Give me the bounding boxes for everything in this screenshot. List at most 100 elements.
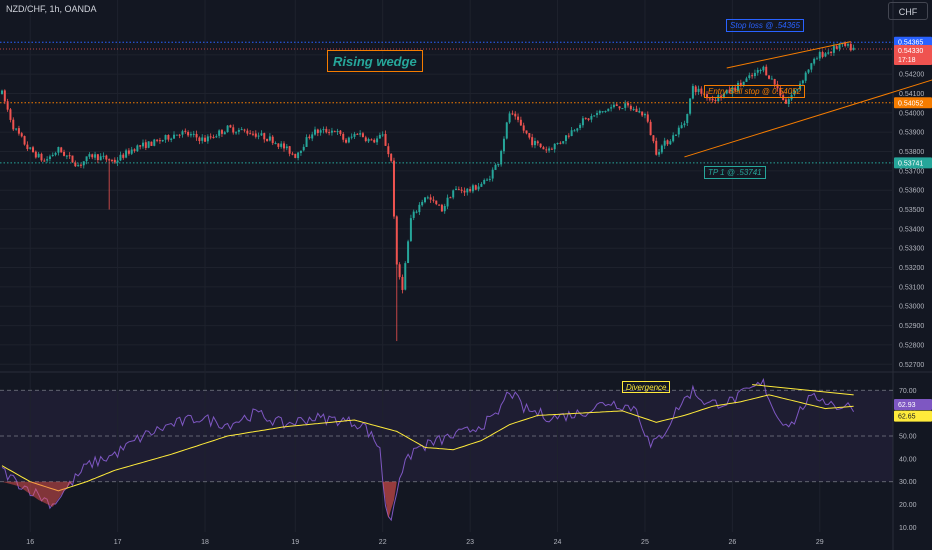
candle-body [77, 165, 80, 167]
candle-body [576, 128, 579, 131]
candle-body [700, 88, 703, 94]
candle-body [621, 108, 624, 110]
candle-body [432, 199, 435, 201]
candle-body [807, 69, 810, 73]
countdown-label: 17:18 [898, 57, 916, 64]
candle-body [102, 155, 105, 157]
candle-body [739, 82, 742, 85]
candle-body [635, 108, 638, 112]
candle-body [243, 129, 246, 131]
candle-body [345, 139, 348, 143]
candle-body [280, 143, 283, 147]
candle-body [525, 130, 528, 134]
candle-body [672, 135, 675, 142]
price-tick-label: 0.54100 [899, 91, 924, 98]
currency-button[interactable]: CHF [888, 2, 928, 20]
candle-body [491, 169, 494, 179]
price-tick-label: 0.53700 [899, 168, 924, 175]
candle-body [277, 143, 280, 147]
candle-body [125, 150, 128, 158]
rsi-value-label: 62.93 [898, 402, 916, 409]
candle-body [835, 46, 838, 49]
candle-body [649, 121, 652, 136]
candle-body [773, 79, 776, 85]
rsi-oversold-fill [2, 481, 73, 507]
candle-body [734, 87, 737, 91]
candle-body [17, 128, 20, 134]
candle-body [79, 164, 82, 166]
candle-body [779, 88, 782, 96]
candle-body [68, 155, 71, 157]
candle-body [271, 136, 274, 144]
candle-body [215, 136, 218, 138]
candle-body [167, 135, 170, 140]
candle-body [593, 115, 596, 117]
candle-body [706, 94, 708, 99]
candle-body [756, 70, 759, 73]
price-tick-label: 0.53900 [899, 130, 924, 137]
candle-body [184, 130, 187, 132]
price-tick-label: 0.54200 [899, 72, 924, 79]
candle-body [153, 139, 156, 146]
candle-body [813, 58, 816, 64]
candle-body [646, 114, 649, 122]
price-tick-label: 0.53500 [899, 207, 924, 214]
candle-body [486, 179, 489, 181]
candle-body [302, 146, 305, 151]
candle-body [517, 116, 520, 120]
candle-body [339, 130, 342, 134]
candle-body [342, 133, 345, 140]
candle-body [237, 129, 240, 132]
candle-body [209, 136, 212, 138]
candle-body [539, 143, 542, 148]
candle-body [314, 129, 317, 135]
x-tick-label: 16 [26, 539, 34, 546]
candle-body [291, 153, 294, 155]
candle-body [426, 197, 429, 199]
candle-body [652, 135, 655, 142]
candle-body [559, 142, 562, 144]
candle-body [832, 46, 835, 53]
rsi-ma-line [1, 394, 854, 492]
rising-wedge-label: Rising wedge [327, 50, 423, 72]
candle-body [466, 188, 469, 193]
candle-body [195, 133, 198, 138]
candle-body [494, 164, 497, 170]
candle-body [548, 148, 551, 151]
candle-body [407, 241, 410, 263]
candle-body [607, 108, 610, 112]
candle-body [249, 133, 252, 135]
candle-body [48, 156, 51, 160]
candle-body [722, 93, 725, 98]
candle-body [438, 204, 441, 206]
candle-body [3, 90, 6, 102]
candle-body [201, 137, 204, 141]
candle-body [175, 134, 178, 136]
candle-body [26, 144, 29, 150]
candle-body [150, 141, 153, 146]
candle-body [815, 58, 818, 60]
candle-body [6, 101, 9, 110]
candle-body [452, 190, 455, 198]
rsi-tick-label: 30.00 [899, 479, 917, 486]
candle-body [632, 108, 635, 110]
candle-body [753, 72, 756, 77]
price-tick-label: 0.53300 [899, 246, 924, 253]
candle-body [483, 179, 486, 184]
candle-body [161, 139, 164, 142]
candle-body [322, 129, 325, 131]
candle-body [801, 80, 804, 84]
candle-body [660, 145, 663, 153]
candle-body [220, 130, 223, 134]
candle-body [477, 186, 480, 190]
candle-body [824, 53, 827, 57]
candle-body [116, 160, 119, 163]
candle-body [218, 130, 221, 136]
candle-body [37, 153, 40, 158]
candle-body [604, 111, 607, 113]
candle-body [770, 78, 773, 80]
candle-body [511, 113, 514, 115]
candle-body [91, 154, 94, 158]
candle-body [361, 133, 364, 138]
